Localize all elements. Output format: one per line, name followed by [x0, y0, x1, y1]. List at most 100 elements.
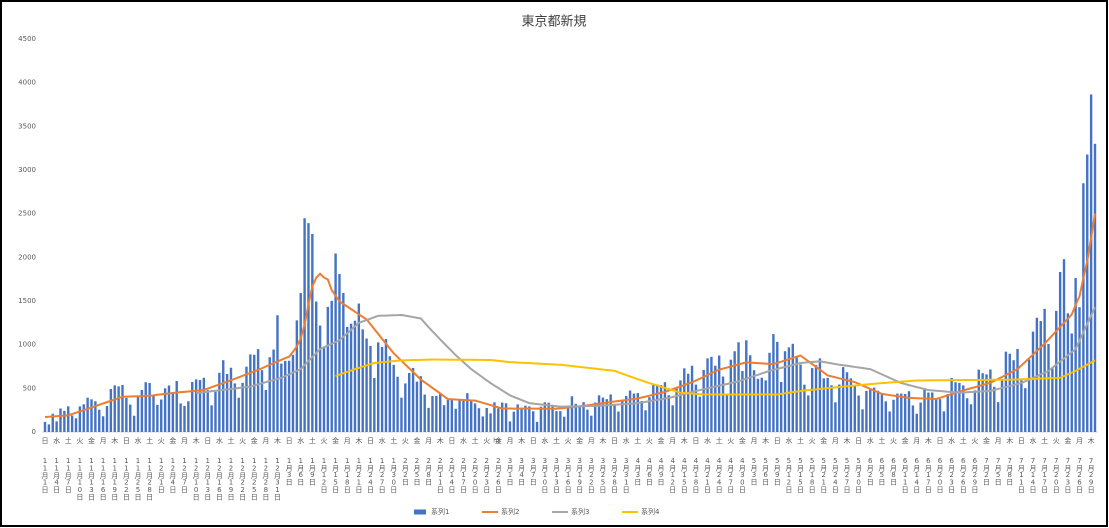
- x-weekday-label: 火: [809, 437, 816, 445]
- bar: [191, 382, 194, 432]
- bar: [896, 393, 899, 432]
- x-tick-label: 7月11日: [1017, 457, 1025, 494]
- bar: [377, 342, 380, 432]
- bar: [1035, 317, 1039, 432]
- x-weekday-label: 日: [774, 437, 781, 445]
- x-weekday-label: 木: [762, 436, 769, 445]
- bar: [818, 358, 822, 432]
- x-weekday-label: 月: [1076, 437, 1083, 445]
- bar: [427, 407, 430, 432]
- bar: [1062, 259, 1066, 432]
- y-tick-label: 2000: [18, 253, 36, 261]
- legend-swatch: [414, 509, 426, 515]
- x-tick-label: 4月30日: [738, 457, 746, 494]
- bar: [384, 339, 388, 432]
- bar: [853, 384, 856, 432]
- bar: [315, 301, 318, 432]
- x-weekday-label: 土: [390, 436, 397, 445]
- bar: [264, 389, 268, 432]
- bar: [454, 408, 457, 432]
- bar: [551, 405, 554, 432]
- x-tick-label: 7月29日: [1087, 457, 1095, 494]
- bar: [942, 411, 946, 432]
- x-weekday-label: 土: [716, 436, 723, 445]
- bar: [993, 386, 996, 432]
- bar: [322, 347, 326, 432]
- x-tick-label: 2月26日: [494, 457, 502, 494]
- x-tick-label: 2月8日: [425, 457, 433, 487]
- bar: [861, 409, 864, 432]
- x-weekday-label: 金: [1064, 436, 1071, 445]
- x-tick-label: 11月25日: [134, 457, 142, 502]
- x-tick-label: 12月22日: [239, 457, 247, 502]
- bar: [1043, 308, 1046, 432]
- x-tick-label: 5月9日: [773, 457, 781, 487]
- bar: [702, 369, 705, 432]
- y-tick-label: 4500: [18, 35, 36, 43]
- bar: [760, 377, 763, 432]
- bar: [683, 368, 686, 432]
- bar: [528, 406, 531, 432]
- x-weekday-label: 金: [251, 436, 258, 445]
- bar: [950, 377, 953, 432]
- bar: [694, 384, 698, 432]
- bar: [249, 354, 252, 432]
- bar: [628, 390, 632, 432]
- bar: [291, 354, 295, 432]
- x-weekday-label: 火: [483, 437, 490, 445]
- x-weekday-label: 土: [1041, 436, 1048, 445]
- bar: [43, 421, 47, 432]
- bar: [1082, 183, 1085, 432]
- bar: [810, 368, 814, 432]
- bar: [70, 415, 74, 432]
- x-tick-label: 4月12日: [669, 457, 677, 494]
- bar: [791, 343, 794, 432]
- bar: [539, 406, 543, 432]
- bar: [117, 386, 120, 432]
- x-tick-label: 2月20日: [471, 457, 479, 494]
- bar: [1012, 360, 1015, 432]
- x-weekday-label: 日: [123, 437, 130, 445]
- bar: [834, 402, 837, 432]
- bar: [907, 391, 911, 432]
- bar: [466, 393, 469, 432]
- bar: [946, 394, 949, 432]
- x-tick-label: 5月30日: [855, 457, 863, 494]
- bar: [136, 396, 140, 432]
- x-weekday-label: 水: [785, 436, 792, 445]
- bar: [450, 399, 454, 432]
- y-tick-label: 4000: [18, 79, 36, 87]
- x-weekday-label: 土: [960, 436, 967, 445]
- bar: [903, 394, 907, 432]
- bar: [1047, 343, 1050, 432]
- bar: [210, 405, 213, 432]
- x-tick-label: 3月31日: [622, 457, 630, 494]
- x-tick-label: 3月22日: [587, 457, 595, 494]
- bar: [721, 376, 725, 432]
- x-tick-label: 11月16日: [99, 457, 107, 502]
- bar: [632, 393, 636, 432]
- bar: [504, 403, 508, 432]
- x-tick-label: 1月30日: [390, 457, 398, 494]
- bar: [911, 405, 915, 432]
- x-weekday-label: 月: [995, 437, 1002, 445]
- x-weekday-label: 月: [425, 437, 432, 445]
- x-tick-label: 2月2日: [401, 457, 409, 487]
- bar: [311, 233, 314, 432]
- bar: [299, 293, 302, 432]
- x-weekday-label: 月: [506, 437, 513, 445]
- x-weekday-label: 日: [204, 437, 211, 445]
- bar: [51, 413, 54, 432]
- bar: [741, 371, 744, 432]
- x-weekday-label: 土: [553, 436, 560, 445]
- bar: [783, 351, 787, 432]
- x-weekday-label: 金: [576, 436, 583, 445]
- bar: [179, 403, 182, 432]
- x-tick-label: 4月3日: [634, 457, 642, 487]
- bar: [698, 396, 701, 432]
- x-tick-label: 5月3日: [750, 457, 758, 487]
- x-weekday-label: 火: [158, 437, 165, 445]
- bar: [125, 397, 128, 432]
- x-tick-label: 6月5日: [878, 457, 886, 487]
- x-tick-label: 1月27日: [378, 457, 386, 494]
